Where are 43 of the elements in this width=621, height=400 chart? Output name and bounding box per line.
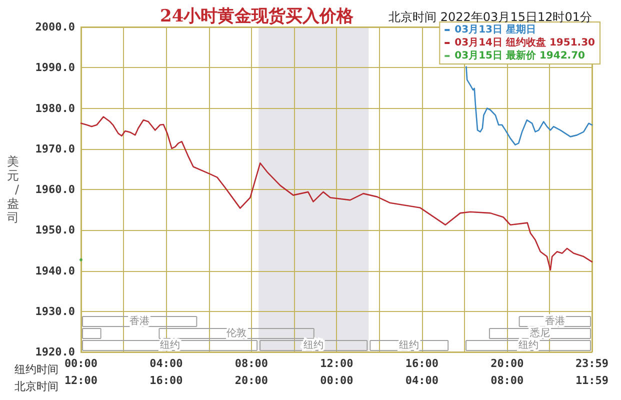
session-box: 香港 bbox=[82, 316, 198, 327]
x-tick-label: 16:00 bbox=[405, 357, 438, 370]
x-tick-label: 23:59 bbox=[575, 357, 609, 370]
session-box: 纽约 bbox=[260, 340, 368, 351]
x2-tick-label: 00:00 bbox=[320, 374, 354, 387]
y-tick-label: 2000.0 bbox=[35, 20, 75, 34]
y-tick-label: 1920.0 bbox=[35, 346, 75, 358]
y-tick-label: 1940.0 bbox=[35, 264, 75, 278]
x-tick-label: 08:00 bbox=[234, 357, 268, 370]
session-box: 纽约 bbox=[466, 340, 591, 351]
annotation: 纽约 bbox=[518, 339, 538, 351]
annotation: 伦敦 bbox=[226, 327, 247, 339]
x-tick-label: 20:00 bbox=[490, 357, 524, 370]
y-tick-label: 1980.0 bbox=[35, 102, 75, 115]
chart-title: 24小时黄金现货买入价格 bbox=[160, 6, 355, 26]
x2-tick-label: 12:00 bbox=[64, 374, 98, 387]
x2-tick-label: 11:59 bbox=[575, 374, 609, 387]
legend-label: 03月14日 纽约收盘 1951.30 bbox=[454, 36, 596, 48]
session-box: 纽约 bbox=[370, 340, 449, 351]
x-tick-label: 12:00 bbox=[320, 357, 354, 370]
annotation: 纽约 bbox=[304, 339, 324, 351]
legend-label: 03月15日 最新价 1942.70 bbox=[454, 50, 586, 62]
x2-tick-label: 08:00 bbox=[490, 374, 524, 387]
annotation: 香港 bbox=[130, 315, 150, 327]
x-tick-label: 04:00 bbox=[150, 357, 183, 370]
y-tick-label: 1970.0 bbox=[35, 142, 75, 156]
y-tick-label: 1930.0 bbox=[35, 304, 75, 318]
x2-tick-label: 04:00 bbox=[405, 374, 438, 387]
x2-tick-label: 20:00 bbox=[234, 374, 268, 387]
x2-axis-title: 北京时间 bbox=[14, 380, 59, 393]
y-tick-label: 1950.0 bbox=[35, 224, 75, 237]
session-box: 伦敦 bbox=[158, 328, 314, 339]
line-series bbox=[80, 116, 593, 271]
x-axis-title: 纽约时间 bbox=[14, 363, 59, 376]
annotation: 纽约 bbox=[399, 339, 420, 351]
chart-subtitle: 北京时间 2022年03月15日12时01分 bbox=[388, 10, 592, 24]
legend-label: 03月13日 星期日 bbox=[454, 24, 536, 36]
y-tick-label: 1990.0 bbox=[35, 61, 75, 74]
y-tick-label: 1960.0 bbox=[35, 183, 75, 196]
x-tick-label: 00:00 bbox=[64, 357, 98, 370]
line-series bbox=[466, 66, 593, 146]
y-axis-title: 美元/盎司 bbox=[7, 154, 20, 224]
x2-tick-label: 16:00 bbox=[150, 374, 183, 387]
